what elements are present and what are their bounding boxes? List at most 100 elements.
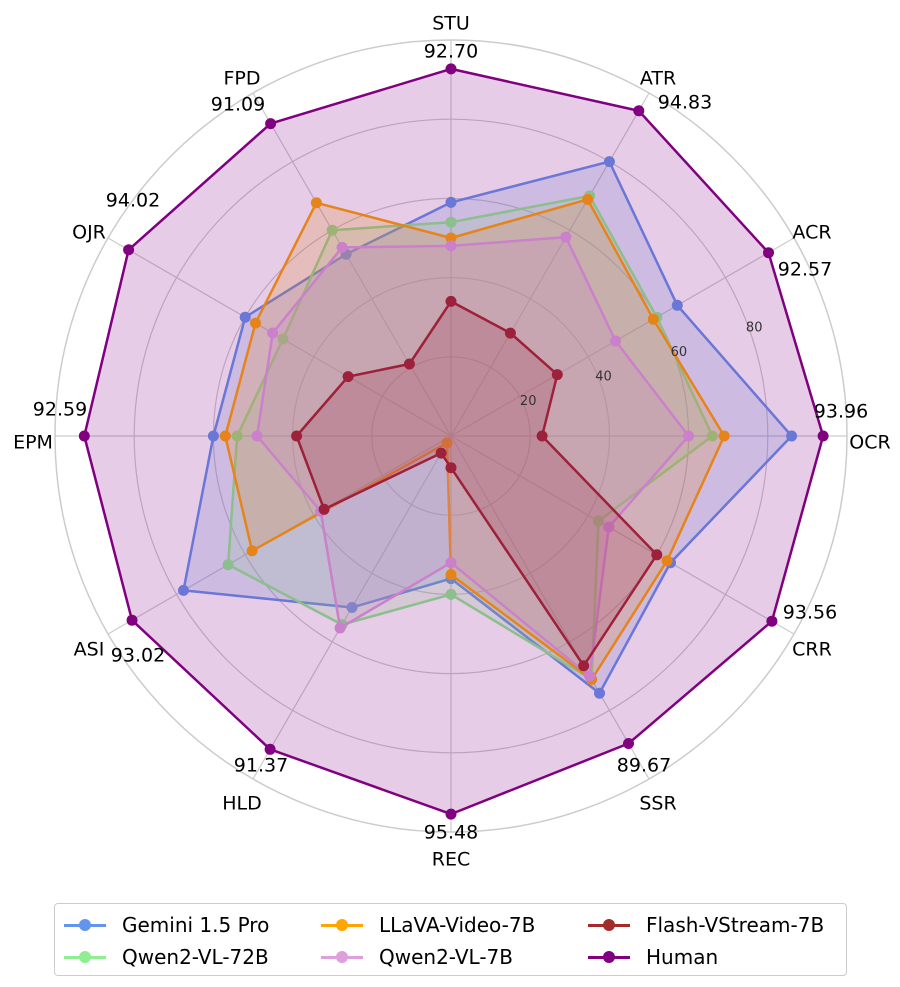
legend-swatch-human [586, 947, 632, 967]
axis-label-epm: EPM [13, 432, 53, 454]
point-qwen2-vl-72b-stu [445, 216, 457, 228]
legend: Gemini 1.5 Pro Qwen2-VL-72B LLaVA-Video-7B… [54, 903, 847, 976]
human-value-label-crr: 93.56 [783, 602, 837, 624]
point-flash-vstream-7b-hld [435, 447, 447, 459]
point-qwen2-vl-7b-hld [334, 622, 346, 634]
legend-item-llava-video-7b: LLaVA-Video-7B [319, 910, 535, 940]
point-flash-vstream-7b-ssr [578, 660, 590, 672]
point-gemini-1-5-pro-stu [445, 196, 457, 208]
radial-tick-80: 80 [746, 321, 763, 336]
spoke-crr [450, 435, 795, 635]
axis-label-crr: CRR [792, 639, 832, 661]
legend-label-human: Human [646, 945, 719, 969]
radial-tick-20: 20 [520, 394, 537, 409]
human-value-label-asi: 93.02 [111, 645, 165, 667]
human-value-label-rec: 95.48 [424, 822, 478, 844]
point-qwen2-vl-72b-asi [222, 559, 234, 571]
point-qwen2-vl-72b-fpd [326, 224, 338, 236]
legend-swatch-llava-video-7b [319, 915, 365, 935]
point-llava-video-7b-atr [582, 193, 594, 205]
legend-item-qwen2-vl-7b: Qwen2-VL-7B [319, 942, 513, 972]
point-qwen2-vl-7b-ssr [584, 670, 596, 682]
point-qwen2-vl-72b-ocr [706, 430, 718, 442]
point-flash-vstream-7b-crr [651, 549, 663, 561]
axis-label-atr: ATR [640, 68, 676, 90]
point-gemini-1-5-pro-epm [207, 430, 219, 442]
point-flash-vstream-7b-fpd [403, 358, 415, 370]
human-value-label-ojr: 94.02 [106, 190, 160, 212]
point-human-atr [633, 105, 645, 117]
axis-label-ssr: SSR [639, 793, 676, 815]
point-gemini-1-5-pro-ojr [239, 311, 251, 323]
axis-label-fpd: FPD [223, 68, 260, 90]
axis-label-asi: ASI [74, 639, 105, 661]
legend-label-qwen2-vl-72b: Qwen2-VL-72B [122, 945, 269, 969]
point-llava-video-7b-ojr [250, 317, 261, 329]
spoke-ssr [450, 435, 650, 780]
point-gemini-1-5-pro-asi [178, 584, 189, 596]
axis-label-hld: HLD [222, 793, 262, 815]
point-llava-video-7b-ocr [718, 430, 730, 442]
human-value-label-atr: 94.83 [658, 92, 712, 114]
point-qwen2-vl-7b-acr [610, 335, 622, 347]
spoke-acr [450, 237, 795, 437]
radial-tick-60: 60 [671, 345, 688, 360]
point-llava-video-7b-asi [246, 545, 258, 557]
series-layer [78, 63, 829, 820]
series-fill-flash-vstream-7b [296, 301, 657, 666]
legend-label-gemini-1-5-pro: Gemini 1.5 Pro [122, 913, 270, 937]
legend-item-human: Human [586, 942, 718, 972]
human-value-label-fpd: 91.09 [211, 94, 265, 116]
point-flash-vstream-7b-ocr [536, 430, 548, 442]
point-human-asi [126, 614, 138, 626]
point-llava-video-7b-stu [445, 232, 457, 244]
legend-swatch-gemini-1-5-pro [62, 915, 108, 935]
legend-item-qwen2-vl-72b: Qwen2-VL-72B [62, 942, 269, 972]
point-qwen2-vl-7b-ojr [267, 327, 279, 339]
point-human-stu [445, 63, 457, 75]
human-value-label-epm: 92.59 [33, 399, 87, 421]
point-qwen2-vl-7b-epm [251, 430, 263, 442]
point-llava-video-7b-crr [661, 555, 673, 567]
human-value-label-hld: 91.37 [234, 755, 288, 777]
series-fill-human [84, 68, 824, 815]
point-human-rec [445, 808, 457, 820]
human-value-label-ocr: 93.96 [814, 401, 868, 423]
point-human-ojr [123, 244, 135, 256]
point-flash-vstream-7b-ojr [342, 371, 354, 383]
point-qwen2-vl-7b-stu [445, 240, 457, 252]
legend-label-llava-video-7b: LLaVA-Video-7B [379, 913, 536, 937]
point-flash-vstream-7b-asi [318, 503, 330, 515]
point-human-fpd [265, 118, 277, 130]
series-fill-qwen2-vl-72b [228, 195, 713, 680]
axis-label-ocr: OCR [849, 432, 890, 454]
human-value-label-acr: 92.57 [778, 259, 832, 281]
legend-label-flash-vstream-7b: Flash-VStream-7B [646, 913, 825, 937]
axis-label-ojr: OJR [72, 222, 106, 244]
series-fill-qwen2-vl-7b [257, 237, 689, 677]
point-flash-vstream-7b-rec [445, 462, 457, 474]
point-llava-video-7b-rec [445, 569, 457, 581]
point-human-hld [264, 743, 276, 755]
radial-tick-40: 40 [595, 369, 612, 384]
point-gemini-1-5-pro-hld [346, 602, 358, 613]
point-gemini-1-5-pro-acr [671, 299, 683, 311]
point-human-acr [763, 247, 774, 259]
legend-item-flash-vstream-7b: Flash-VStream-7B [586, 910, 824, 940]
point-flash-vstream-7b-epm [291, 430, 303, 442]
point-qwen2-vl-7b-rec [445, 557, 457, 569]
spoke-atr [450, 92, 650, 437]
point-gemini-1-5-pro-ocr [786, 430, 798, 442]
legend-label-qwen2-vl-7b: Qwen2-VL-7B [379, 945, 513, 969]
spoke-fpd [252, 92, 452, 437]
point-llava-video-7b-acr [647, 313, 659, 325]
point-qwen2-vl-7b-crr [603, 521, 615, 533]
point-human-ocr [817, 430, 829, 442]
point-qwen2-vl-7b-ocr [683, 430, 695, 442]
point-flash-vstream-7b-atr [504, 327, 516, 339]
point-qwen2-vl-72b-rec [445, 588, 457, 600]
point-flash-vstream-7b-acr [551, 369, 563, 381]
point-qwen2-vl-72b-epm [231, 430, 243, 442]
point-qwen2-vl-72b-crr [593, 515, 604, 527]
